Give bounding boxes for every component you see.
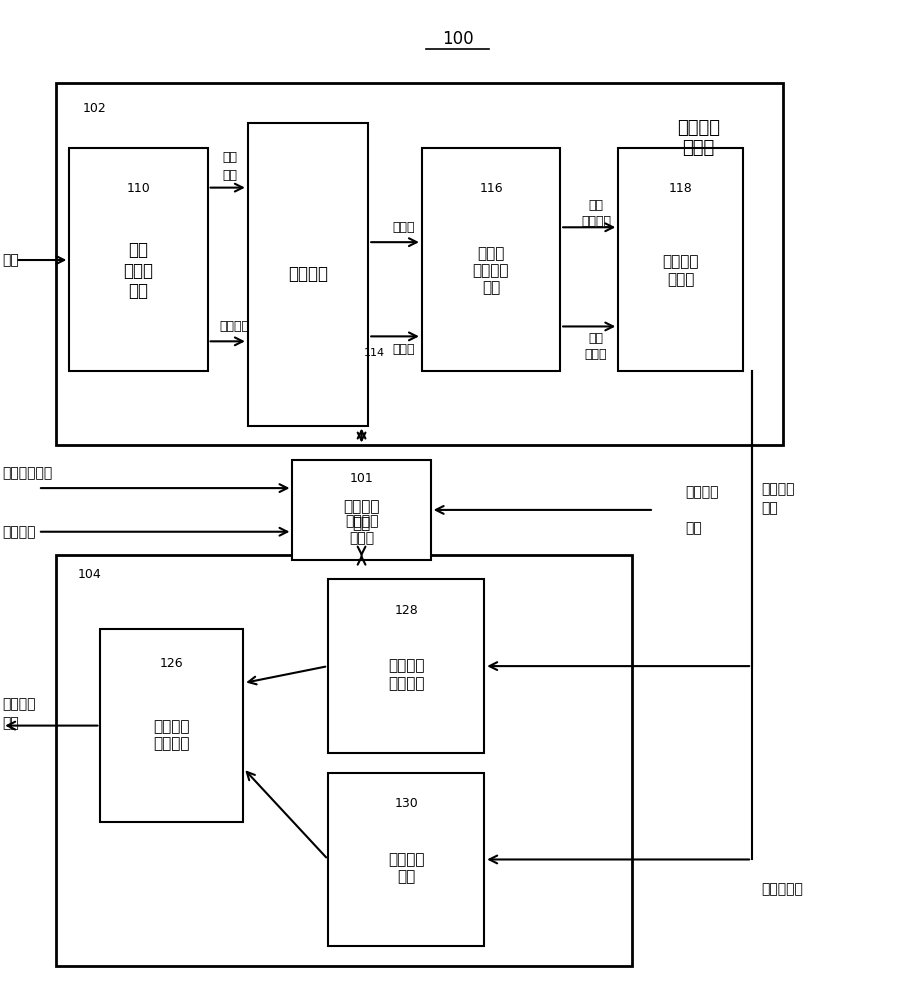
Text: 候选生物: 候选生物 xyxy=(761,482,794,496)
Text: 训练: 训练 xyxy=(222,151,237,164)
Text: 114: 114 xyxy=(364,348,385,358)
Text: 生物标记尺寸: 生物标记尺寸 xyxy=(3,466,53,480)
FancyBboxPatch shape xyxy=(328,579,484,753)
Text: 分类１: 分类１ xyxy=(393,221,415,234)
Text: 100: 100 xyxy=(441,30,473,48)
Text: 中央处理
单元: 中央处理 单元 xyxy=(343,499,380,531)
Text: 104: 104 xyxy=(78,568,102,581)
FancyBboxPatch shape xyxy=(422,148,560,371)
FancyBboxPatch shape xyxy=(292,460,430,560)
Text: 102: 102 xyxy=(83,102,106,115)
FancyBboxPatch shape xyxy=(248,123,369,426)
Text: 118: 118 xyxy=(669,182,693,195)
FancyBboxPatch shape xyxy=(101,629,243,822)
Text: 128: 128 xyxy=(394,604,418,617)
Text: 数据
预处理
引擎: 数据 预处理 引擎 xyxy=(123,241,153,300)
Text: 系统阈值: 系统阈值 xyxy=(3,525,35,539)
Text: 候选误差率: 候选误差率 xyxy=(761,882,803,896)
FancyBboxPatch shape xyxy=(328,773,484,946)
Text: 126: 126 xyxy=(160,657,183,670)
Text: 生物标记
存储器: 生物标记 存储器 xyxy=(663,254,699,287)
Text: 候选: 候选 xyxy=(588,199,604,212)
Text: 候选: 候选 xyxy=(588,332,604,345)
Text: 生物标记
共识引擎: 生物标记 共识引擎 xyxy=(388,659,424,691)
Text: 参数: 参数 xyxy=(686,521,702,535)
Text: 误差计算
引擎: 误差计算 引擎 xyxy=(388,852,424,884)
Text: 生物标记: 生物标记 xyxy=(581,215,611,228)
Text: 生物标记
巩固器: 生物标记 巩固器 xyxy=(345,515,379,545)
Text: 数据: 数据 xyxy=(3,253,19,267)
Text: 分类器
性能监谆
引擎: 分类器 性能监谆 引擎 xyxy=(473,246,509,296)
Text: 101: 101 xyxy=(350,472,373,485)
Text: 生物标记
选择引擎: 生物标记 选择引擎 xyxy=(153,719,190,751)
Text: 所选生物: 所选生物 xyxy=(3,697,35,711)
Text: 误差率: 误差率 xyxy=(585,348,607,361)
Text: 分类２: 分类２ xyxy=(393,343,415,356)
Text: 数据: 数据 xyxy=(222,169,237,182)
Text: 生物标记
发生器: 生物标记 发生器 xyxy=(677,119,720,157)
Text: 116: 116 xyxy=(479,182,503,195)
Text: 系统选代: 系统选代 xyxy=(686,485,718,499)
Text: 分类引擎: 分类引擎 xyxy=(288,265,328,283)
Text: 测试数据: 测试数据 xyxy=(220,320,250,333)
Text: 标记: 标记 xyxy=(761,502,778,516)
Text: 130: 130 xyxy=(394,797,418,810)
FancyBboxPatch shape xyxy=(69,148,208,371)
Text: 标记: 标记 xyxy=(3,717,19,731)
Text: 110: 110 xyxy=(126,182,151,195)
FancyBboxPatch shape xyxy=(618,148,743,371)
